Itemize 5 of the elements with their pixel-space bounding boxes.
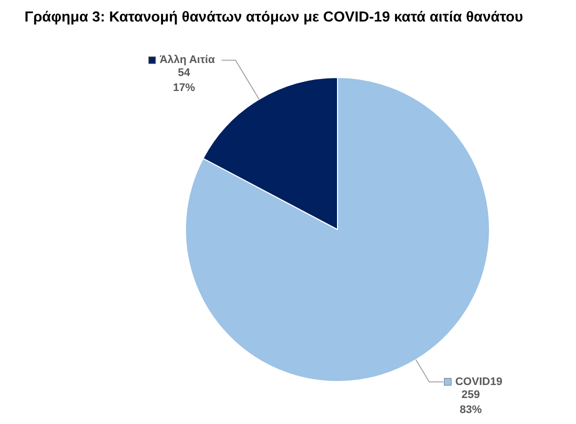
legend-label: COVID19 [455,376,502,388]
data-label: 259 83% [460,388,482,416]
chart-title: Γράφημα 3: Κατανομή θανάτων ατόμων με COVID-19 κατά αιτία θανάτου [24,10,524,26]
legend-label: Άλλη Αιτία [160,54,216,66]
data-label: 54 17% [173,67,196,94]
